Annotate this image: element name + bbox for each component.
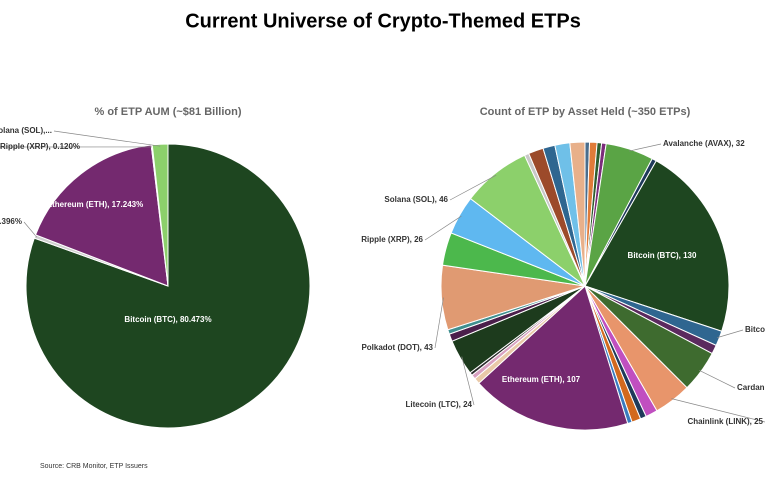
slice-label: Cardan	[737, 383, 765, 392]
leader-line	[23, 221, 38, 238]
slice-label: Polkadot (DOT), 43	[361, 343, 433, 352]
leader-line	[424, 215, 462, 241]
slice-label: Chainlink (LINK), 25	[687, 417, 763, 426]
slice-label: Avalanche (AVAX), 32	[663, 139, 745, 148]
slice-label: Solana (SOL),...	[0, 126, 52, 135]
leader-line	[699, 370, 736, 389]
slice-label: Solana (SOL), 46	[384, 195, 448, 204]
slice-label: Bitcoin (BTC), 80.473%	[124, 315, 211, 324]
slice-label: Ethereum (ETH), 107	[502, 375, 581, 384]
leader-line	[449, 174, 497, 201]
pie-slice	[25, 143, 311, 429]
leader-line	[461, 356, 475, 406]
page-title: Current Universe of Crypto-Themed ETPs	[185, 10, 581, 32]
leader-line	[717, 329, 744, 338]
slice-label: Ethereum (ETH), 17.243%	[47, 200, 143, 209]
pie-slice	[569, 141, 586, 287]
leader-line	[434, 297, 444, 349]
slice-label: Ripple (XRP), 26	[361, 235, 423, 244]
pie-slice	[478, 285, 629, 431]
slice-label: Bitcoin (BTC), 130	[628, 251, 697, 260]
pie-slice	[584, 160, 730, 332]
leader-line	[53, 130, 161, 147]
slice-label: 0.396%	[0, 217, 22, 226]
slice-label: Bitco	[745, 325, 765, 334]
chart-title: % of ETP AUM (~$81 Billion)	[95, 106, 242, 118]
source-note: Source: CRB Monitor, ETP Issuers	[40, 463, 148, 470]
slice-label: Litecoin (LTC), 24	[405, 400, 472, 409]
leader-line	[671, 398, 765, 423]
slice-label: Ripple (XRP), 0.120%	[0, 142, 80, 151]
leader-line	[629, 143, 662, 152]
chart-title: Count of ETP by Asset Held (~350 ETPs)	[480, 106, 691, 118]
